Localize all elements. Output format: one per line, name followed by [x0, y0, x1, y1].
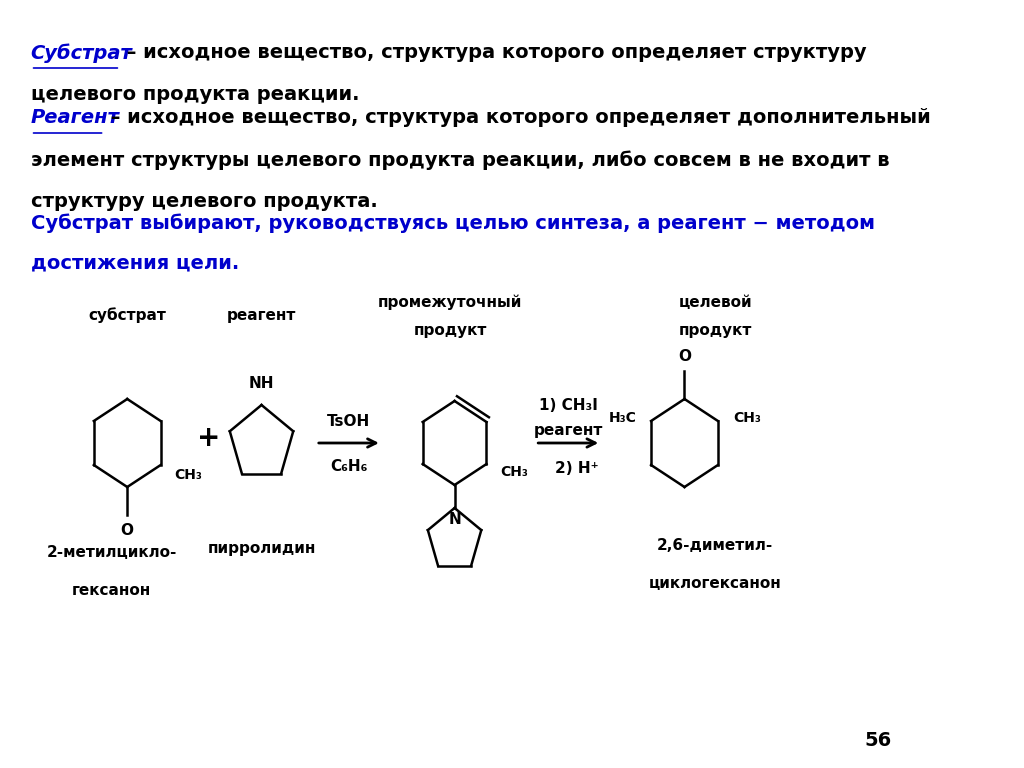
Text: продукт: продукт — [414, 323, 486, 338]
Text: 2) H⁺: 2) H⁺ — [555, 461, 599, 476]
Text: CH₃: CH₃ — [175, 468, 203, 482]
Text: N: N — [449, 512, 461, 527]
Text: Субстрат: Субстрат — [31, 43, 132, 62]
Text: субстрат: субстрат — [88, 307, 166, 323]
Text: CH₃: CH₃ — [501, 465, 528, 479]
Text: гексанон: гексанон — [72, 583, 152, 598]
Text: CH₃: CH₃ — [733, 411, 761, 425]
Text: 1) CH₃I: 1) CH₃I — [539, 398, 598, 413]
Text: реагент: реагент — [534, 423, 603, 438]
Text: 56: 56 — [864, 731, 891, 750]
Text: целевого продукта реакции.: целевого продукта реакции. — [31, 85, 359, 104]
Text: промежуточный: промежуточный — [378, 294, 522, 310]
Text: элемент структуры целевого продукта реакции, либо совсем в не входит в: элемент структуры целевого продукта реак… — [31, 150, 889, 170]
Text: циклогексанон: циклогексанон — [649, 576, 781, 591]
Text: структуру целевого продукта.: структуру целевого продукта. — [31, 192, 378, 211]
Text: 2-метилцикло-: 2-метилцикло- — [46, 545, 176, 560]
Text: O: O — [678, 349, 691, 364]
Text: 2,6-диметил-: 2,6-диметил- — [657, 538, 773, 553]
Text: продукт: продукт — [679, 323, 752, 338]
Text: реагент: реагент — [227, 308, 296, 323]
Text: Реагент: Реагент — [31, 108, 120, 127]
Text: NH: NH — [249, 376, 274, 391]
Text: +: + — [198, 424, 220, 452]
Text: C₆H₆: C₆H₆ — [330, 459, 368, 474]
Text: пирролидин: пирролидин — [207, 541, 315, 556]
Text: достижения цели.: достижения цели. — [31, 253, 239, 272]
Text: – исходное вещество, структура которого определяет дополнительный: – исходное вещество, структура которого … — [104, 108, 931, 127]
Text: целевой: целевой — [679, 295, 752, 310]
Text: O: O — [121, 523, 134, 538]
Text: Субстрат выбирают, руководствуясь целью синтеза, а реагент − методом: Субстрат выбирают, руководствуясь целью … — [31, 213, 874, 233]
Text: H₃C: H₃C — [608, 411, 636, 425]
Text: TsOH: TsOH — [328, 414, 371, 429]
Text: – исходное вещество, структура которого определяет структуру: – исходное вещество, структура которого … — [120, 43, 867, 62]
